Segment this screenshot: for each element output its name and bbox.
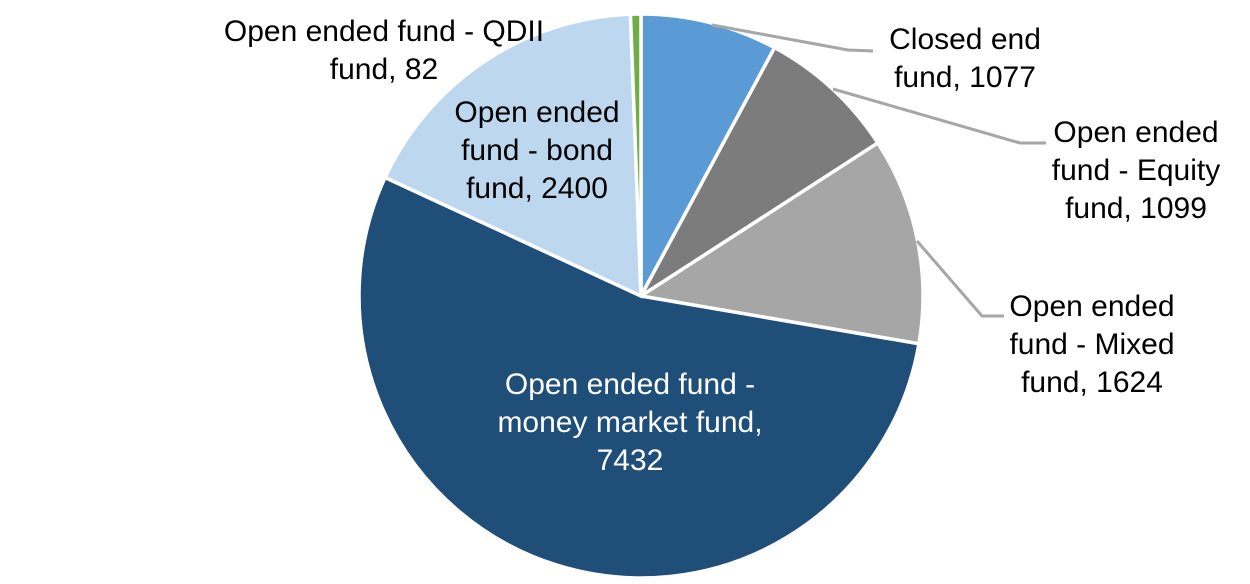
pie-slice-open-ended-fund-bond-fund xyxy=(382,12,643,299)
pie-slice-open-ended-fund-equity-fund xyxy=(639,45,881,298)
leader-line-open-ended-fund-equity-fund xyxy=(832,87,1046,145)
data-label-open-ended-fund-money-market-fund: Open ended fund - money market fund, 743… xyxy=(497,368,763,477)
leader-line-closed-end-fund xyxy=(711,23,874,53)
pie-slice-open-ended-fund-mixed-fund xyxy=(636,140,925,346)
data-label-closed-end-fund: Closed end fund, 1077 xyxy=(889,23,1041,94)
data-label-open-ended-fund-equity-fund: Open ended fund - Equity fund, 1099 xyxy=(1051,116,1221,225)
data-label-open-ended-fund-qdii-fund: Open ended fund - QDII fund, 82 xyxy=(223,15,545,86)
pie-slice-open-ended-fund-qdii-fund xyxy=(628,12,643,297)
leader-line-open-ended-fund-mixed-fund xyxy=(915,240,1004,318)
data-label-open-ended-fund-mixed-fund: Open ended fund - Mixed fund, 1624 xyxy=(1009,290,1175,399)
data-label-open-ended-fund-bond-fund: Open ended fund - bond fund, 2400 xyxy=(454,96,620,205)
pie-slice-closed-end-fund xyxy=(639,12,777,297)
pie-slice-open-ended-fund-money-market-fund xyxy=(357,175,921,580)
